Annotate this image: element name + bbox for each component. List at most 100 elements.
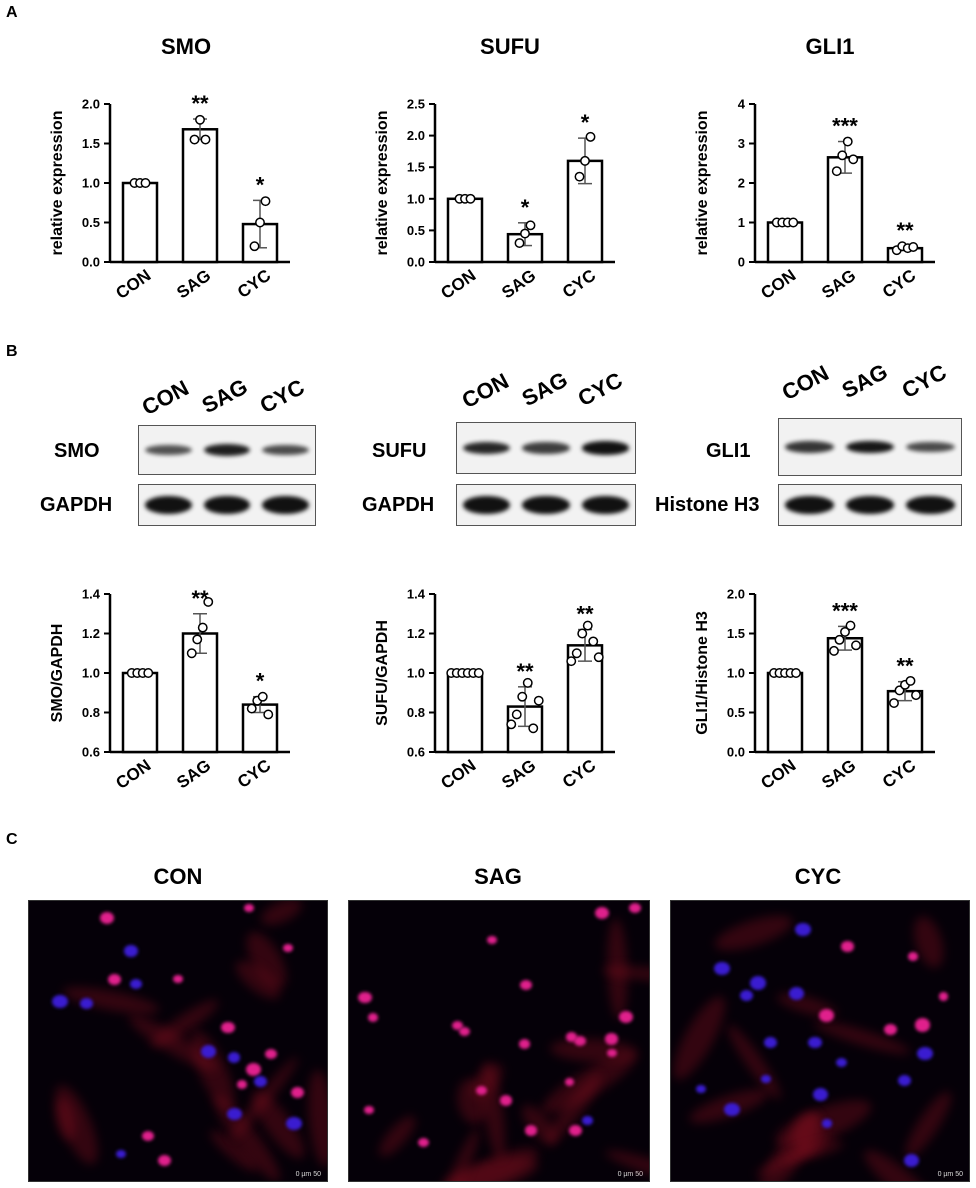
scale-bar-label: 0 µm 50 — [617, 1171, 643, 1178]
y-axis-label: relative expression — [374, 111, 391, 256]
blot-band — [845, 496, 895, 514]
nucleus — [244, 903, 254, 912]
nucleus — [286, 1116, 303, 1131]
y-tick-label: 0.5 — [82, 215, 100, 230]
plot-area: 0.6 0.8 1.0 1.2 1.4 SUFU/GAPDH CON ** SAG ** CYC — [374, 587, 615, 793]
data-point — [197, 622, 208, 633]
blot-lane-label: CYC — [255, 374, 309, 419]
blot-lane-label: CYC — [897, 359, 951, 404]
x-tick-label: CON — [757, 756, 799, 793]
y-tick-label: 1 — [738, 215, 745, 230]
data-point — [905, 675, 916, 686]
nucleus — [607, 1048, 618, 1058]
nucleus — [524, 1125, 537, 1136]
data-point — [593, 652, 604, 663]
x-tick-label: CYC — [234, 266, 274, 302]
y-tick-label: 1.0 — [727, 666, 745, 681]
blot-band — [203, 443, 251, 457]
x-tick-label: CON — [112, 266, 154, 303]
data-point — [848, 154, 859, 165]
blot-band — [144, 444, 192, 456]
plot-area: 0.0 0.5 1.0 1.5 2.0 relative expression CON ** S… — [49, 91, 290, 303]
x-tick-label: CYC — [879, 266, 919, 302]
data-point — [582, 620, 593, 631]
data-point — [143, 668, 154, 678]
nucleus — [822, 1119, 832, 1128]
cytoplasm-stain — [256, 901, 306, 931]
data-point — [203, 596, 214, 607]
nucleus — [451, 1020, 463, 1030]
y-tick-label: 0.0 — [727, 745, 745, 760]
x-tick-label: CON — [437, 756, 479, 793]
plot-area: 0 1 2 3 4 relative expression CON *** SAG ** CYC — [694, 97, 935, 303]
blot-band — [262, 496, 310, 514]
y-tick-label: 0.6 — [82, 745, 100, 760]
data-point — [840, 626, 850, 637]
cytoplasm-stain — [61, 981, 161, 1019]
nucleus — [898, 1075, 911, 1086]
data-point — [577, 628, 588, 639]
blot-band — [144, 496, 192, 514]
blot-lane-label: CYC — [573, 367, 627, 412]
x-tick-label: CON — [437, 266, 479, 303]
chart-gli1-qpcr: 0 1 2 3 4 relative expression CON *** SAG ** CYC — [694, 97, 935, 303]
blot-lane-label: CON — [457, 368, 513, 414]
blot-target-strip — [456, 422, 636, 474]
y-tick-label: 2.0 — [82, 97, 100, 112]
data-point — [263, 709, 274, 720]
y-tick-label: 1.4 — [82, 587, 101, 602]
nucleus — [80, 998, 94, 1010]
blot-band — [785, 496, 834, 514]
nucleus — [459, 1026, 470, 1037]
nucleus — [358, 991, 372, 1004]
plot-area: 0.0 0.5 1.0 1.5 2.0 GLI1/Histone H3 CON *** SAG *… — [694, 587, 935, 793]
nucleus — [124, 945, 138, 957]
nucleus — [283, 943, 294, 953]
data-point — [829, 645, 839, 656]
data-point — [506, 719, 517, 730]
y-tick-label: 4 — [738, 97, 746, 112]
y-tick-label: 3 — [738, 136, 745, 151]
data-point — [574, 171, 585, 182]
data-point — [246, 703, 257, 714]
x-tick-label: CYC — [234, 756, 274, 792]
cytoplasm-stain — [899, 1087, 958, 1163]
nucleus — [487, 935, 498, 945]
nucleus — [227, 1107, 242, 1121]
scale-bar-label: 0 µm 50 — [937, 1171, 963, 1178]
plot-area: 0.6 0.8 1.0 1.2 1.4 SMO/GAPDH CON ** SAG * CYC — [49, 586, 290, 793]
nucleus — [519, 979, 532, 990]
blot-loading-label: GAPDH — [362, 494, 435, 516]
data-point — [255, 217, 265, 228]
y-tick-label: 1.0 — [407, 191, 425, 206]
significance-marker: ** — [576, 602, 594, 627]
nucleus — [573, 1035, 586, 1046]
nucleus — [904, 1154, 920, 1168]
nucleus — [916, 1046, 933, 1061]
nucleus — [812, 1087, 829, 1102]
data-point — [528, 723, 539, 734]
cytoplasm-stain — [671, 989, 735, 1086]
nucleus — [417, 1137, 430, 1148]
nucleus — [130, 979, 143, 990]
blot-target-strip — [138, 425, 316, 475]
nucleus — [52, 994, 68, 1009]
nucleus — [914, 1018, 931, 1032]
chart-title-sufu: SUFU — [480, 34, 540, 59]
data-point — [514, 238, 525, 248]
y-tick-label: 1.4 — [407, 587, 426, 602]
data-point — [571, 648, 582, 659]
data-point — [831, 166, 842, 177]
blot-lane-label: CON — [137, 375, 193, 421]
data-point — [585, 131, 596, 142]
x-tick-label: CON — [112, 756, 154, 793]
y-tick-label: 0.0 — [82, 255, 100, 270]
bar — [181, 128, 219, 264]
nucleus — [819, 1009, 835, 1023]
blot-loading-label: GAPDH — [40, 494, 113, 516]
data-point — [889, 698, 899, 708]
y-axis-label: relative expression — [694, 111, 711, 256]
data-point — [195, 114, 205, 125]
significance-marker: * — [581, 110, 590, 135]
nucleus — [908, 952, 918, 961]
